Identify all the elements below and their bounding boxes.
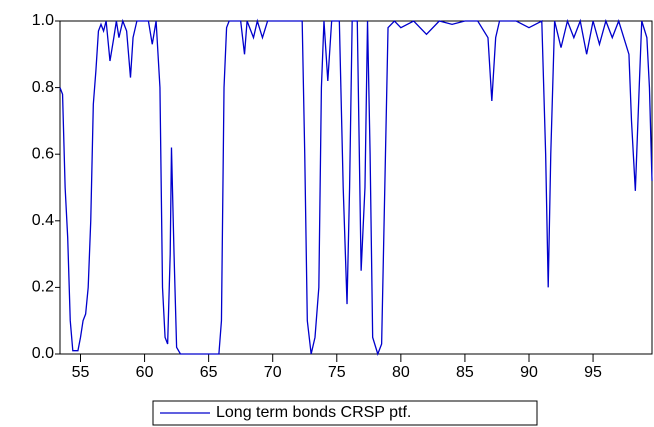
x-tick-label: 60 — [136, 364, 154, 381]
x-tick-label: 90 — [520, 364, 538, 381]
y-tick-label: 0.6 — [32, 145, 54, 162]
plot-frame — [59, 20, 653, 355]
y-tick-label: 0.2 — [32, 279, 54, 296]
x-tick-label: 85 — [456, 364, 474, 381]
legend-label: Long term bonds CRSP ptf. — [216, 404, 411, 421]
y-tick-label: 0.0 — [32, 345, 54, 362]
y-tick-label: 0.4 — [32, 212, 54, 229]
legend-box — [152, 400, 538, 426]
y-tick-label: 0.8 — [32, 79, 54, 96]
x-tick-label: 70 — [264, 364, 282, 381]
x-tick-label: 75 — [328, 364, 346, 381]
x-tick-label: 95 — [584, 364, 602, 381]
data-line — [59, 18, 653, 356]
x-tick-label: 65 — [200, 364, 218, 381]
x-tick-label: 55 — [72, 364, 90, 381]
x-tick-label: 80 — [392, 364, 410, 381]
y-tick-label: 1.0 — [32, 12, 54, 29]
